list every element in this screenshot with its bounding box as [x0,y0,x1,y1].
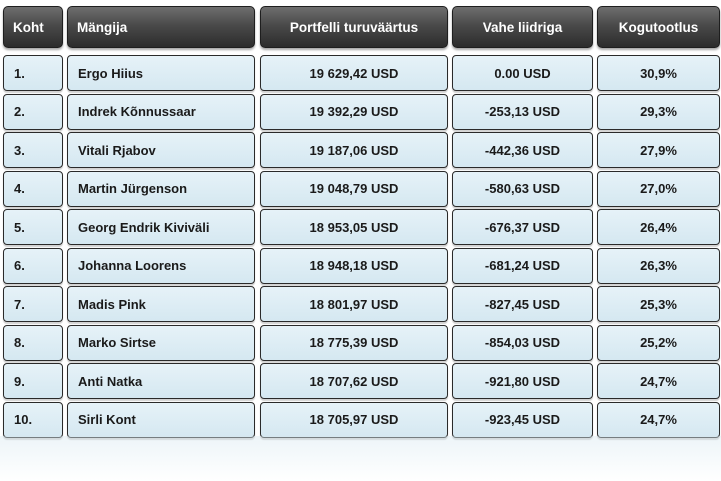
player-cell: Martin Jürgenson [67,170,255,207]
player-cell: Madis Pink [67,286,255,322]
rank-cell: 10. [3,401,63,438]
player-cell: Marko Sirtse [67,324,255,361]
total-return-cell: 27,0% [597,170,720,207]
total-return-cell: 24,7% [597,363,720,399]
total-return-cell: 26,4% [597,209,720,245]
player-cell: Sirli Kont [67,401,255,438]
total-return-cell: 26,3% [597,247,720,284]
header-rank: Koht [3,6,63,48]
portfolio-value-cell: 18 705,97 USD [260,401,448,438]
portfolio-value-cell: 18 707,62 USD [260,363,448,399]
table-row: 1. Ergo Hiius 19 629,42 USD 0.00 USD 30,9% [0,55,721,91]
portfolio-value-cell: 18 801,97 USD [260,286,448,322]
portfolio-value-cell: 18 948,18 USD [260,247,448,284]
diff-cell: -854,03 USD [452,324,593,361]
rank-cell: 6. [3,247,63,284]
diff-cell: -676,37 USD [452,209,593,245]
header-total-return: Kogutootlus [597,6,720,48]
total-return-cell: 24,7% [597,401,720,438]
portfolio-value-cell: 19 048,79 USD [260,170,448,207]
portfolio-value-cell: 19 629,42 USD [260,55,448,91]
table-row: 7. Madis Pink 18 801,97 USD -827,45 USD 25,3… [0,286,721,322]
table-row: 9. Anti Natka 18 707,62 USD -921,80 USD 24,7… [0,363,721,399]
table-reflection [0,436,721,481]
diff-cell: 0.00 USD [452,55,593,91]
rank-cell: 3. [3,132,63,168]
diff-cell: -253,13 USD [452,93,593,130]
rank-cell: 4. [3,170,63,207]
total-return-cell: 27,9% [597,132,720,168]
diff-cell: -580,63 USD [452,170,593,207]
portfolio-value-cell: 18 775,39 USD [260,324,448,361]
table-row: 2. Indrek Kõnnussaar 19 392,29 USD -253,13 … [0,93,721,130]
rank-cell: 8. [3,324,63,361]
player-cell: Vitali Rjabov [67,132,255,168]
total-return-cell: 25,2% [597,324,720,361]
portfolio-value-cell: 18 953,05 USD [260,209,448,245]
total-return-cell: 25,3% [597,286,720,322]
header-player: Mängija [67,6,255,48]
rank-cell: 9. [3,363,63,399]
diff-cell: -681,24 USD [452,247,593,284]
header-diff-to-leader: Vahe liidriga [452,6,593,48]
rank-cell: 5. [3,209,63,245]
portfolio-value-cell: 19 392,29 USD [260,93,448,130]
player-cell: Indrek Kõnnussaar [67,93,255,130]
total-return-cell: 29,3% [597,93,720,130]
player-cell: Georg Endrik Kiviväli [67,209,255,245]
table-row: 8. Marko Sirtse 18 775,39 USD -854,03 USD 25… [0,324,721,361]
table-row: 4. Martin Jürgenson 19 048,79 USD -580,63 U… [0,170,721,207]
player-cell: Ergo Hiius [67,55,255,91]
rank-cell: 2. [3,93,63,130]
rank-cell: 7. [3,286,63,322]
table-row: 3. Vitali Rjabov 19 187,06 USD -442,36 USD 2… [0,132,721,168]
diff-cell: -827,45 USD [452,286,593,322]
header-portfolio-value: Portfelli turuväärtus [260,6,448,48]
table-row: 10. Sirli Kont 18 705,97 USD -923,45 USD 24,… [0,401,721,438]
table-row: 5. Georg Endrik Kiviväli 18 953,05 USD -676… [0,209,721,245]
total-return-cell: 30,9% [597,55,720,91]
portfolio-value-cell: 19 187,06 USD [260,132,448,168]
diff-cell: -923,45 USD [452,401,593,438]
player-cell: Anti Natka [67,363,255,399]
player-cell: Johanna Loorens [67,247,255,284]
diff-cell: -921,80 USD [452,363,593,399]
diff-cell: -442,36 USD [452,132,593,168]
rank-cell: 1. [3,55,63,91]
table-header: Koht Mängija Portfelli turuväärtus Vahe … [0,6,721,48]
table-row: 6. Johanna Loorens 18 948,18 USD -681,24 US… [0,247,721,284]
